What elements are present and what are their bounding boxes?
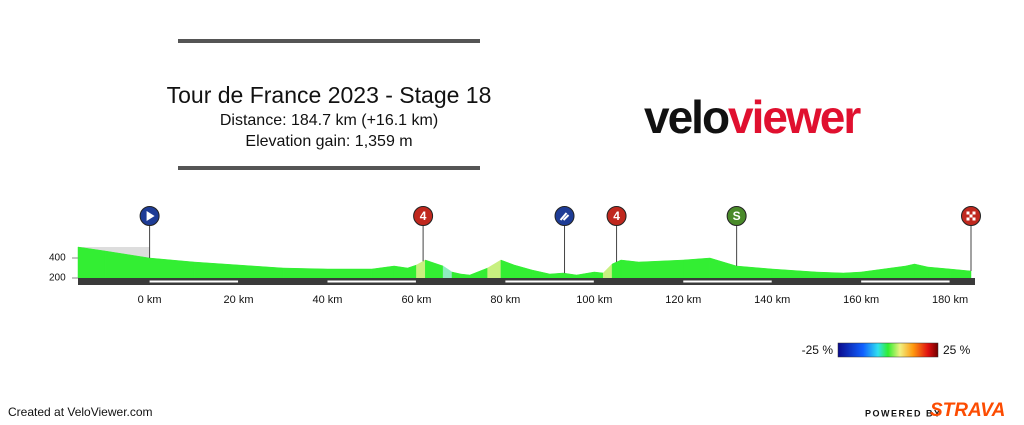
profile-segment: [771, 268, 817, 279]
x-tick-label: 160 km: [843, 294, 879, 306]
elevation-gain: Elevation gain: 1,359 m: [245, 133, 412, 150]
logo: veloviewer: [644, 91, 861, 143]
profile-segment: [905, 263, 915, 279]
finish-icon: [966, 217, 970, 221]
profile-segment: [611, 259, 622, 279]
profile-segment: [883, 265, 906, 279]
profile-segment: [433, 262, 444, 279]
profile-segment: [949, 268, 972, 279]
profile-segment: [638, 259, 684, 279]
finish-icon: [972, 217, 976, 221]
profile-segment: [442, 265, 453, 279]
finish-icon: [969, 214, 973, 218]
x-tick-label: 60 km: [401, 294, 431, 306]
profile-segment: [562, 272, 577, 279]
x-tick-label: 80 km: [490, 294, 520, 306]
profile-segment: [927, 266, 951, 279]
title: Tour de France 2023 - Stage 18: [167, 82, 492, 108]
marker: [726, 206, 747, 226]
y-tick-label: 400: [49, 253, 66, 264]
profile-segment: [683, 257, 711, 279]
start-icon: [146, 211, 155, 221]
profile-segment: [371, 265, 395, 279]
finish-icon: [972, 214, 976, 218]
profile-segment: [407, 264, 417, 279]
profile-segment: [602, 263, 613, 279]
profile-segment: [469, 267, 488, 279]
profile-segment: [594, 271, 604, 279]
x-tick-label: 180 km: [932, 294, 968, 306]
profile-segment: [500, 259, 515, 279]
profile-segment: [549, 272, 564, 279]
finish-icon: [969, 217, 973, 221]
profile-segment: [425, 259, 435, 279]
profile-segment: [914, 263, 929, 279]
profile-segment: [193, 261, 239, 279]
profile-segment: [860, 268, 884, 279]
marker-label: 4: [420, 209, 427, 223]
colorbar-max: 25 %: [943, 343, 971, 357]
profile-segment: [709, 257, 737, 279]
colorbar: [837, 342, 939, 358]
distance: Distance: 184.7 km (+16.1 km): [220, 112, 438, 129]
profile-segment: [576, 271, 595, 279]
marker-label: 4: [613, 209, 620, 223]
profile-segment: [514, 264, 533, 279]
profile-segment: [531, 269, 551, 279]
x-tick-label: 40 km: [313, 294, 343, 306]
marker: [606, 206, 627, 226]
finish-icon: [969, 211, 973, 215]
profile-segment: [393, 265, 408, 279]
x-tick-label: 100 km: [576, 294, 612, 306]
profile-segment: [282, 267, 328, 279]
profile-segment: [451, 271, 462, 279]
x-tick-label: 140 km: [754, 294, 790, 306]
profile-segment: [149, 257, 195, 279]
x-tick-label: 20 km: [224, 294, 254, 306]
feed-icon: [559, 212, 568, 221]
y-tick-label: 200: [49, 273, 66, 284]
credit: Created at VeloViewer.com: [8, 405, 153, 419]
profile-segment: [327, 268, 373, 279]
profile-segment: [416, 259, 426, 279]
finish-icon: [966, 214, 970, 218]
profile-segment: [460, 273, 471, 279]
x-tick-label: 0 km: [138, 294, 162, 306]
finish-icon: [966, 211, 970, 215]
marker-label: S: [733, 209, 741, 223]
profile-segment: [620, 259, 640, 279]
profile-segment: [487, 259, 502, 279]
profile-segment: [77, 246, 106, 279]
marker: [413, 206, 434, 226]
profile-segment: [736, 265, 773, 279]
colorbar-min: -25 %: [802, 343, 834, 357]
profile-segment: [816, 271, 844, 279]
feed-icon: [562, 214, 570, 221]
strava: STRAVA: [930, 400, 1005, 421]
profile-segment: [238, 264, 284, 279]
powered-by: POWERED BY: [865, 408, 942, 418]
profile-segment: [843, 271, 862, 279]
finish-icon: [972, 211, 976, 215]
x-tick-label: 120 km: [665, 294, 701, 306]
